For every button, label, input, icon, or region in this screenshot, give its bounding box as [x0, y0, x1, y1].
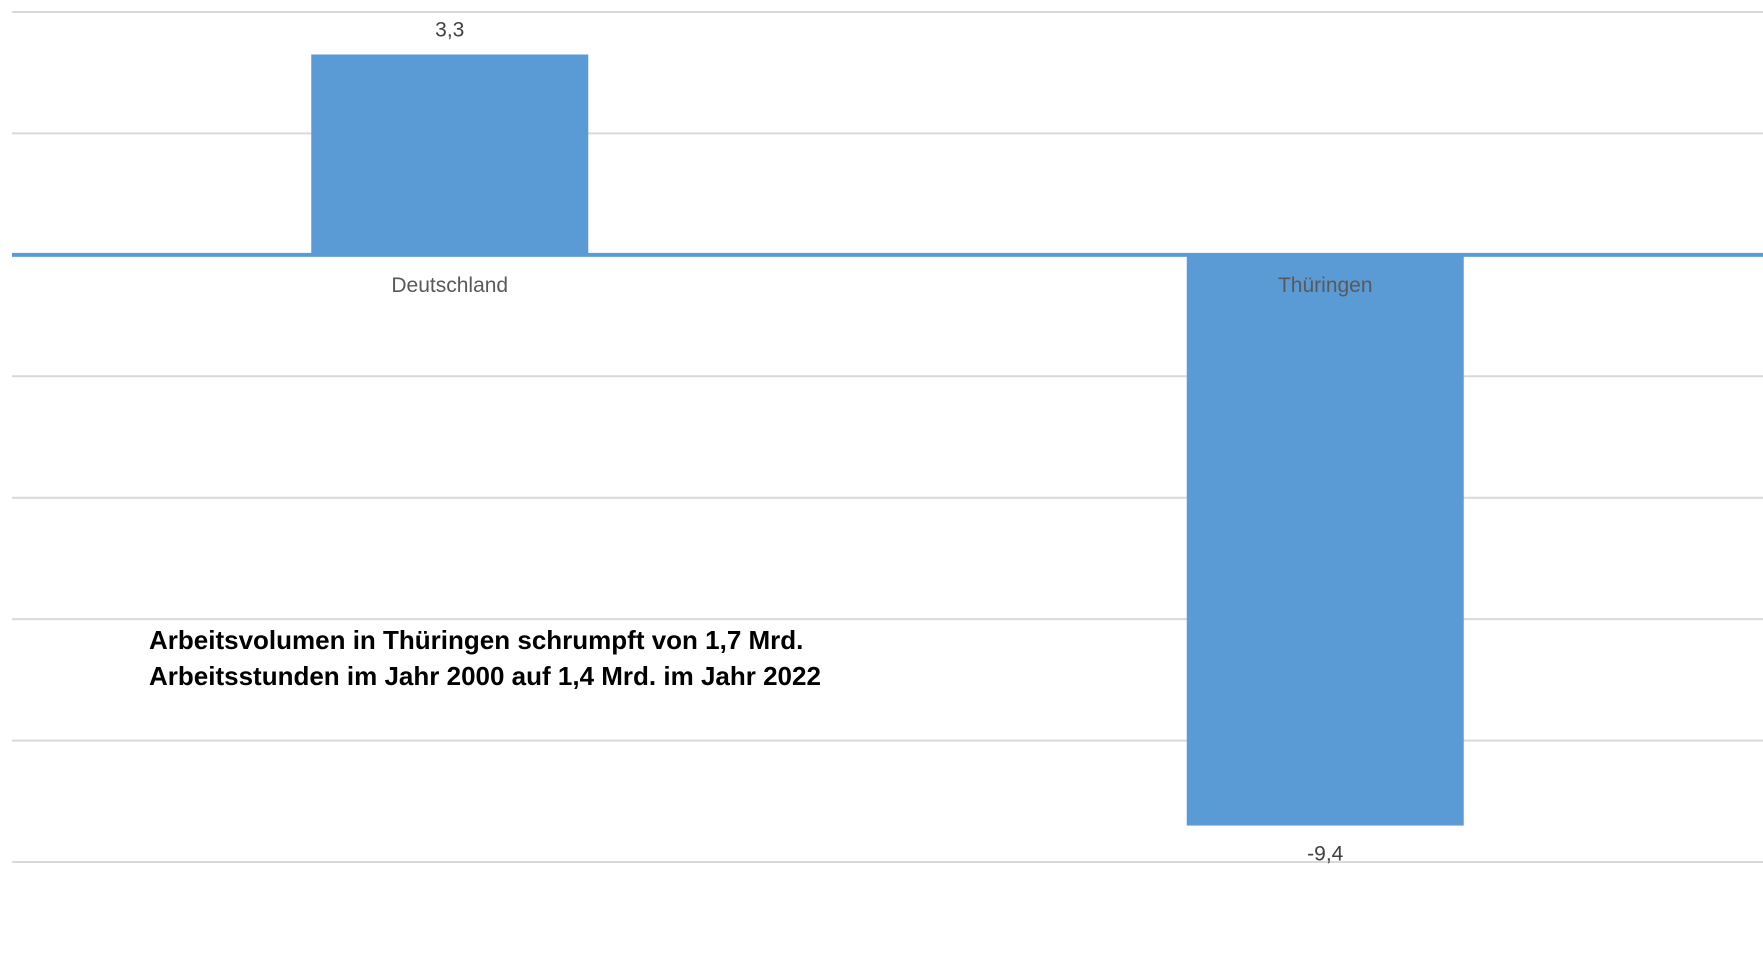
category-labels: Deutschland Thüringen: [391, 274, 1372, 297]
annotation-line-2: Arbeitsstunden im Jahr 2000 auf 1,4 Mrd.…: [149, 661, 821, 691]
bar-deutschland: [311, 54, 589, 255]
data-labels: 3,3 -9,4: [435, 19, 1344, 866]
data-label: 3,3: [435, 19, 464, 42]
category-label: Thüringen: [1278, 274, 1373, 297]
data-label: -9,4: [1307, 843, 1344, 866]
chart-annotation: Arbeitsvolumen in Thüringen schrumpft vo…: [149, 622, 909, 694]
gridlines: [12, 11, 1763, 863]
category-label: Deutschland: [391, 274, 508, 297]
bars: [311, 54, 1464, 826]
annotation-line-1: Arbeitsvolumen in Thüringen schrumpft vo…: [149, 625, 804, 655]
bar-thüringen: [1186, 254, 1464, 826]
